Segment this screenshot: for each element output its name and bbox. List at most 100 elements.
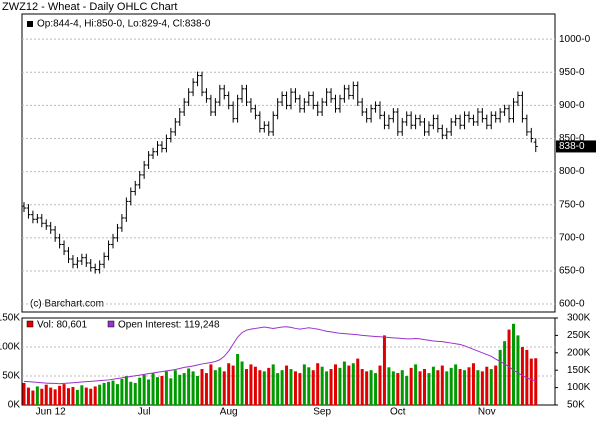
volume-bar: [71, 387, 75, 405]
legend-swatch: [107, 320, 115, 328]
y-tick-label: 900-0: [559, 100, 585, 111]
x-tick-label: Oct: [390, 407, 406, 418]
volume-bar: [360, 369, 364, 405]
volume-bar: [196, 376, 200, 405]
volume-bar: [320, 366, 324, 405]
volume-bar: [534, 358, 538, 405]
volume-bar: [240, 361, 244, 405]
x-tick-label: Nov: [478, 407, 496, 418]
volume-bar: [396, 373, 400, 405]
volume-bar: [480, 371, 484, 405]
volume-bar: [423, 369, 426, 405]
x-tick-label: Aug: [220, 407, 238, 418]
volume-bar: [267, 367, 271, 405]
volume-bar: [418, 371, 422, 405]
volume-bar: [374, 373, 378, 405]
y-tick-label: 650-0: [559, 266, 585, 277]
volume-bar: [449, 367, 453, 405]
volume-bar: [93, 386, 97, 405]
volume-bar: [111, 380, 115, 405]
volume-bar: [378, 365, 382, 405]
y-tick-label: 0K: [8, 400, 21, 411]
y-tick-label: 850-0: [559, 133, 585, 144]
volume-bar: [142, 374, 146, 405]
volume-bar: [164, 371, 168, 405]
volume-bar: [302, 364, 306, 405]
y-tick-label: 100K: [0, 342, 20, 353]
volume-bar: [298, 373, 302, 405]
volume-bar: [222, 371, 226, 405]
volume-bar: [102, 382, 106, 405]
last-price-tag: [556, 140, 596, 153]
last-price-label: 838-0: [559, 141, 585, 152]
volume-bar: [44, 384, 48, 405]
y-tick-label: 1000-0: [559, 34, 591, 45]
legend-text: Vol: 80,601: [37, 320, 87, 331]
volume-bar: [512, 323, 515, 405]
volume-bar: [227, 363, 231, 405]
volume-bar: [440, 365, 444, 405]
volume-bar: [334, 364, 337, 405]
volume-bar: [311, 370, 315, 405]
volume-bar: [22, 382, 26, 405]
volume-bar: [391, 371, 395, 405]
y-tick-label: 800-0: [559, 166, 585, 177]
volume-bar: [49, 387, 53, 405]
volume-bar: [187, 368, 191, 405]
volume-bar: [200, 369, 204, 405]
volume-bar: [258, 370, 262, 405]
legend-text: Open Interest: 119,248: [118, 320, 220, 331]
volume-bar: [218, 367, 222, 405]
volume-bar: [489, 369, 493, 405]
volume-bar: [285, 365, 289, 405]
volume-bar: [329, 369, 333, 405]
volume-bar: [316, 363, 320, 405]
volume-bar: [405, 376, 409, 405]
legend-swatch: [27, 21, 33, 27]
volume-bar: [133, 382, 137, 405]
volume-bar: [347, 365, 351, 405]
volume-bar: [115, 384, 119, 405]
y2-tick-label: 300K: [567, 313, 591, 324]
volume-bar: [289, 369, 293, 405]
y-tick-label: 50K: [2, 371, 20, 382]
volume-bar: [182, 373, 186, 405]
volume-bar: [276, 373, 280, 405]
volume-bar: [26, 387, 30, 405]
volume-bar: [494, 365, 498, 405]
volume-bar: [280, 370, 284, 405]
y2-tick-label: 150K: [567, 365, 591, 376]
y-tick-label: 950-0: [559, 67, 585, 78]
volume-bar: [476, 370, 480, 405]
volume-bar: [369, 370, 373, 405]
y-tick-label: 600-0: [559, 299, 585, 310]
y2-tick-label: 200K: [567, 347, 591, 358]
volume-bar: [173, 370, 177, 405]
volume-bar: [98, 384, 102, 405]
volume-bar: [325, 371, 329, 405]
volume-bar: [129, 381, 133, 405]
y2-tick-label: 50K: [567, 400, 585, 411]
volume-bar: [209, 364, 213, 405]
chart-title: ZWZ12 - Wheat - Daily OHLC Chart: [2, 1, 177, 13]
volume-bar: [431, 366, 435, 405]
y-tick-label: 750-0: [559, 199, 585, 210]
x-tick-label: Sep: [313, 407, 331, 418]
volume-bar: [151, 373, 155, 405]
volume-bar: [262, 371, 266, 405]
volume-bar: [516, 335, 520, 405]
volume-bar: [485, 366, 489, 405]
volume-bar: [204, 373, 208, 405]
legend-swatch: [26, 320, 34, 328]
price-panel: [21, 13, 556, 313]
volume-bar: [35, 386, 39, 405]
volume-bar: [231, 365, 235, 405]
volume-bar: [427, 373, 431, 405]
volume-bar: [213, 370, 217, 405]
volume-bar: [503, 341, 507, 405]
volume-bar: [40, 388, 44, 405]
volume-bar: [351, 363, 355, 405]
x-tick-label: Jul: [138, 407, 151, 418]
volume-bar: [271, 364, 275, 405]
volume-bar: [84, 387, 88, 405]
